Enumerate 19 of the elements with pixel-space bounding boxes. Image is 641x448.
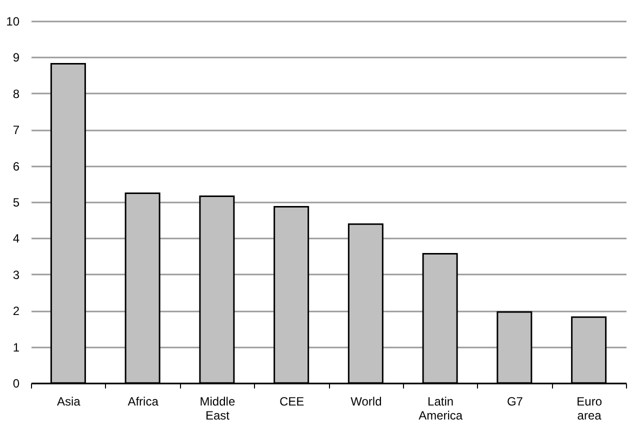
y-tick-label: 3: [12, 268, 20, 282]
x-tick-label: G7: [506, 394, 524, 408]
x-tick-label: CEE: [279, 394, 304, 408]
y-tick-label: 2: [12, 304, 20, 318]
x-tick-label: Africa: [128, 394, 159, 408]
y-tick-label: 4: [12, 232, 20, 246]
x-tick-label: Latin America: [418, 394, 463, 422]
x-tick-label: World: [350, 394, 382, 408]
y-tick-label: 5: [12, 196, 20, 210]
x-tick-label: Asia: [57, 394, 81, 408]
x-tick-label: Middle East: [200, 394, 236, 422]
y-tick-label: 6: [12, 159, 20, 174]
y-tick-label: 9: [12, 50, 20, 65]
y-tick-label: 1: [12, 340, 20, 354]
x-tick-label: Euro area: [576, 394, 602, 422]
y-tick-label: 8: [12, 86, 20, 101]
y-tick-label: 0: [12, 376, 20, 390]
y-tick-label: 10: [6, 14, 20, 28]
y-tick-label: 7: [12, 123, 20, 138]
